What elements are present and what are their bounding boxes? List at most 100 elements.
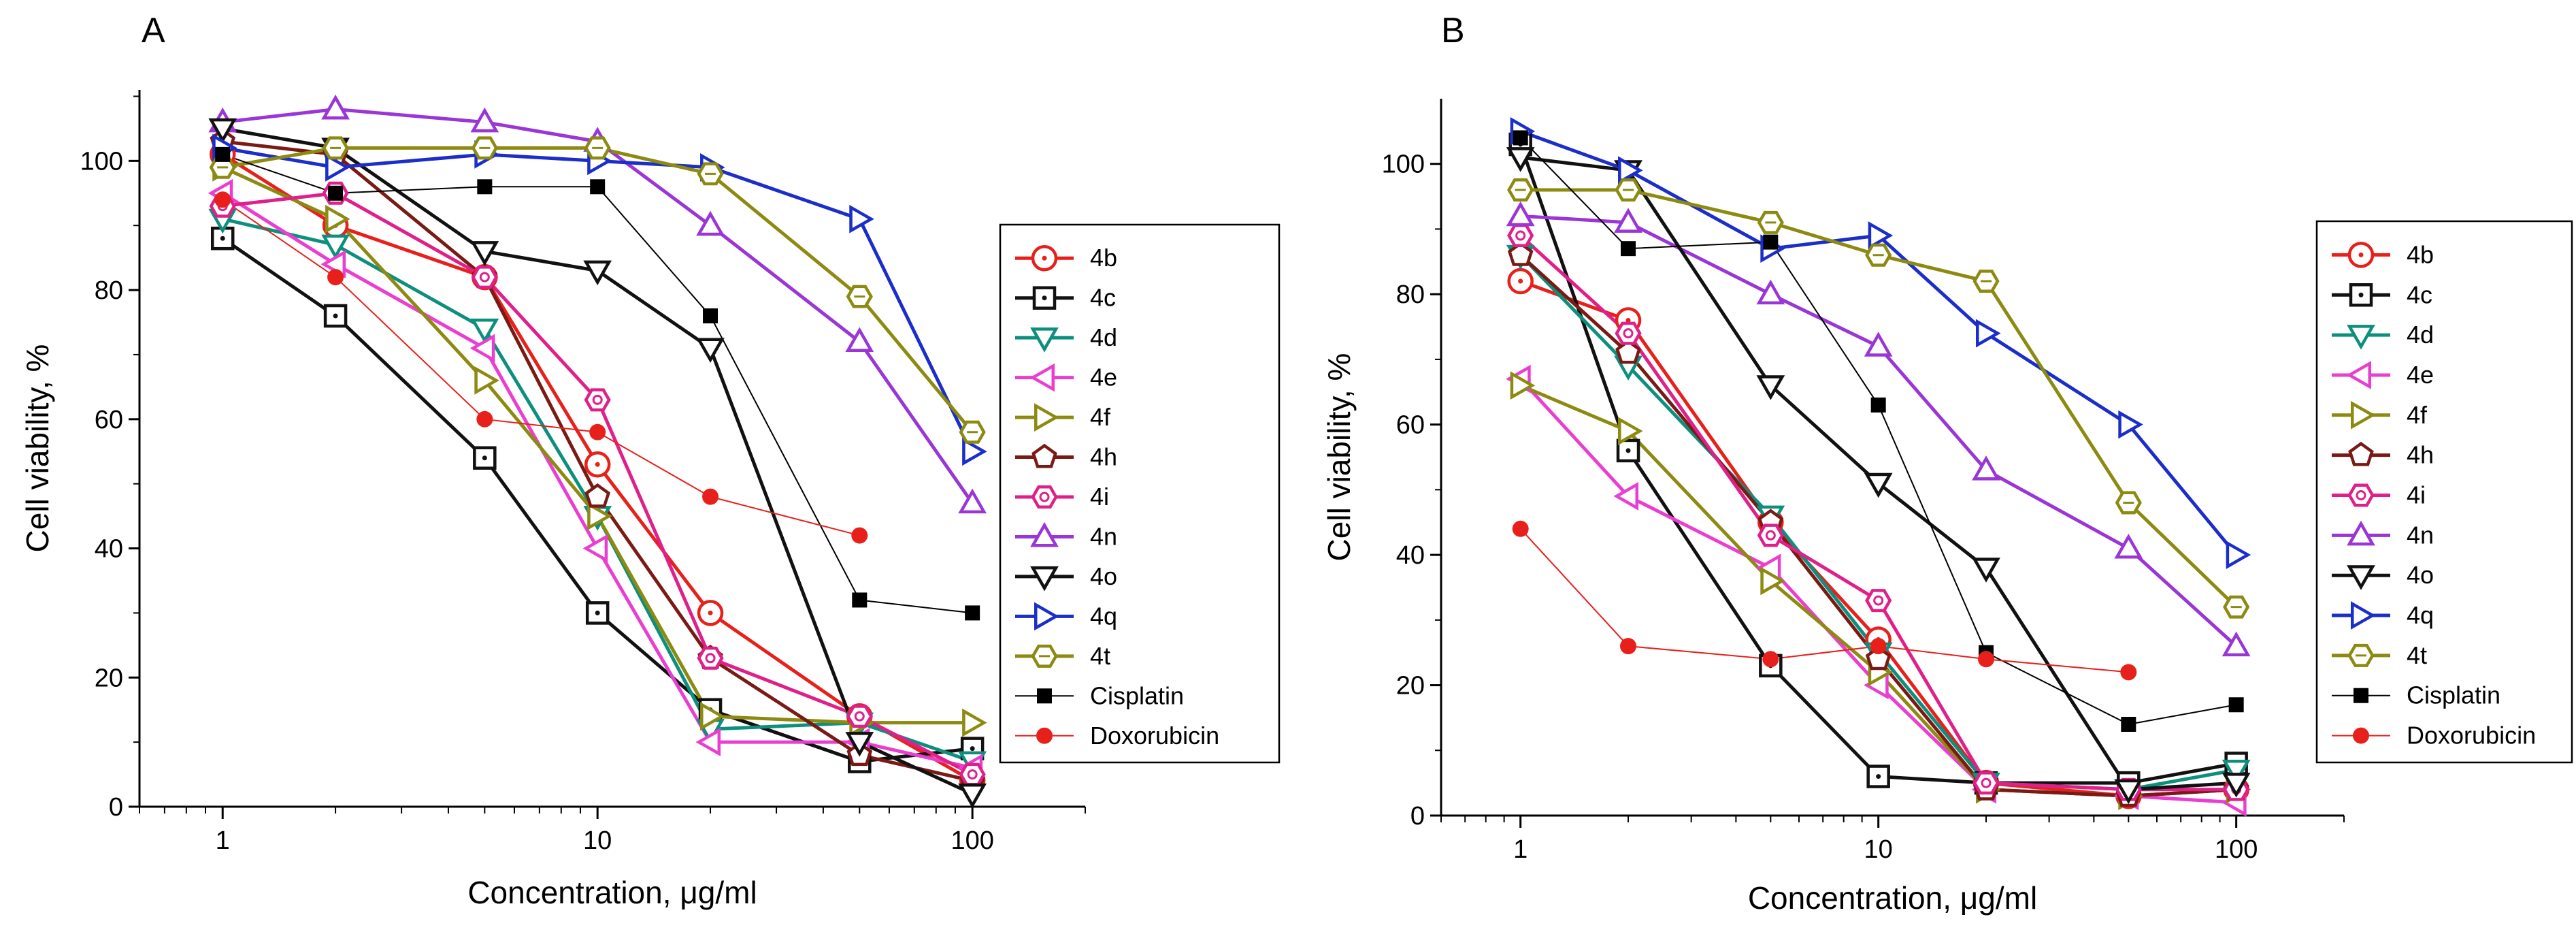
panel-b-point-doxorubicin bbox=[2120, 664, 2137, 681]
panel-a-legend-item-4n: 4n bbox=[1015, 521, 1117, 550]
panel-a-point-4i bbox=[584, 388, 611, 412]
panel-a-point-cisplatin bbox=[590, 179, 606, 195]
panel-a-legend-item-4d: 4d bbox=[1015, 323, 1117, 353]
panel-a-legend-item-4f: 4f bbox=[1015, 403, 1111, 432]
panel-a-legend-label-4d: 4d bbox=[1090, 323, 1117, 351]
panel-b-point-doxorubicin bbox=[1512, 520, 1529, 537]
panel-b-legend-item-4c: 4c bbox=[2332, 280, 2432, 308]
panel-b-ytick-label: 80 bbox=[1396, 280, 1425, 309]
panel-a-legend-item-4q: 4q bbox=[1015, 602, 1117, 631]
panel-b-point-4h bbox=[1865, 645, 1892, 671]
panel-a-point-4c bbox=[585, 601, 610, 625]
panel-a-legend-label-4h: 4h bbox=[1090, 443, 1117, 471]
panel-a-legend-item-cisplatin: Cisplatin bbox=[1015, 681, 1184, 709]
panel-b-legend-item-4e: 4e bbox=[2332, 361, 2434, 389]
panel-a-point-4f bbox=[474, 366, 499, 395]
panel-a-point-doxorubicin bbox=[851, 527, 868, 544]
panel-a-point-cisplatin bbox=[852, 592, 868, 608]
panel-a-legend-item-4i: 4i bbox=[1015, 483, 1109, 511]
panel-b-series-doxorubicin-line bbox=[1519, 528, 2129, 673]
panel-b-legend-item-doxorubicin: Doxorubicin bbox=[2332, 722, 2536, 750]
panel-a-legend-item-4e: 4e bbox=[1015, 363, 1117, 392]
panel-a-plot: 0 20 40 60 80 100 1 10 100 Concentration, μg/ml Ce… bbox=[20, 90, 1086, 910]
panel-b-point-4f bbox=[1510, 371, 1536, 400]
panel-b-point-4f bbox=[1760, 566, 1785, 596]
panel-a-legend-label-doxorubicin: Doxorubicin bbox=[1090, 722, 1219, 750]
panel-a-point-4t bbox=[209, 155, 236, 179]
panel-b-legend-marker-4e bbox=[2346, 361, 2371, 389]
panel-b-point-4n bbox=[1864, 332, 1893, 357]
panel-a-ytick-label: 20 bbox=[95, 664, 123, 692]
panel-a-series-cisplatin-points bbox=[215, 146, 980, 621]
panel-a-point-4n bbox=[321, 94, 350, 120]
panel-b-point-4o bbox=[1756, 375, 1785, 400]
panel-b-point-4i bbox=[1972, 771, 2000, 795]
panel-b-ytick-label: 0 bbox=[1410, 802, 1425, 831]
panel-b-point-4i bbox=[1615, 321, 1642, 345]
panel-a-legend-marker-4i bbox=[1031, 485, 1058, 509]
panel-b-legend: 4b 4c 4d 4e 4f 4h 4i 4n 4o 4q 4t Cisplatin Doxorubic… bbox=[2315, 220, 2573, 764]
panel-b-point-doxorubicin bbox=[1978, 651, 1995, 668]
panel-a-point-cisplatin bbox=[703, 308, 719, 324]
panel-b-point-4o bbox=[2114, 779, 2143, 805]
panel-a-series-4t-points bbox=[209, 136, 986, 444]
panel-b-point-4c bbox=[1866, 764, 1890, 788]
panel-b-xtick-label: 10 bbox=[1864, 835, 1893, 864]
panel-a-point-4t bbox=[584, 136, 611, 160]
panel-a-point-4t bbox=[959, 420, 986, 444]
panel-b-point-4c bbox=[1616, 438, 1640, 463]
panel-b-legend-label-4i: 4i bbox=[2407, 481, 2426, 509]
panel-b-legend-item-4o: 4o bbox=[2332, 561, 2434, 590]
panel-a-point-4h bbox=[584, 483, 611, 508]
panel-b-point-cisplatin bbox=[2121, 716, 2136, 732]
panel-a-legend-marker-4q bbox=[1034, 602, 1059, 631]
panel-a-legend-marker-4e bbox=[1029, 363, 1055, 392]
panel-b-legend-marker-4d bbox=[2347, 325, 2375, 350]
panel-a-legend-item-4o: 4o bbox=[1015, 562, 1117, 592]
panel-b-legend-marker-doxorubicin bbox=[2353, 727, 2369, 744]
panel-a-legend-label-4o: 4o bbox=[1090, 562, 1117, 590]
panel-b-legend-label-cisplatin: Cisplatin bbox=[2407, 681, 2500, 709]
panel-b-legend-label-4n: 4n bbox=[2407, 521, 2434, 549]
panel-b-series-4n-points bbox=[1506, 201, 2251, 657]
panel-a-point-4o bbox=[208, 118, 237, 144]
panel-b-point-4q bbox=[1976, 319, 2001, 348]
panel-a-legend-item-4t: 4t bbox=[1015, 642, 1110, 670]
panel-a-point-4i bbox=[959, 762, 986, 786]
panel-a-point-4e bbox=[582, 534, 608, 563]
panel-b-legend-label-4e: 4e bbox=[2407, 361, 2434, 389]
panel-b-point-4f bbox=[1618, 417, 1643, 446]
panel-a-point-doxorubicin bbox=[702, 488, 719, 505]
panel-b-legend-item-4b: 4b bbox=[2332, 240, 2434, 268]
panel-b-xtick-label: 1 bbox=[1513, 835, 1528, 864]
panel-a-point-4t bbox=[471, 136, 498, 160]
panel-a-ytick-label: 60 bbox=[95, 406, 123, 434]
panel-b-point-4q bbox=[1618, 156, 1643, 185]
panel-b-point-4d bbox=[2222, 759, 2251, 785]
panel-b-legend-label-4t: 4t bbox=[2407, 641, 2427, 669]
panel-a-y-axis-title: Cell viability, % bbox=[20, 344, 55, 553]
panel-a-point-4t bbox=[322, 136, 349, 160]
panel-a-legend-label-4n: 4n bbox=[1090, 522, 1117, 550]
panel-b-legend-marker-4f bbox=[2351, 400, 2376, 430]
panel-a-legend-marker-4o bbox=[1030, 566, 1059, 592]
panel-b-legend-item-4i: 4i bbox=[2332, 481, 2426, 509]
panel-b-point-4o bbox=[1864, 472, 1893, 498]
panel-a-legend-label-4f: 4f bbox=[1090, 403, 1111, 431]
panel-b-point-4q bbox=[2226, 541, 2251, 569]
panel-a-point-4d bbox=[470, 319, 499, 344]
panel-b-point-4n bbox=[1614, 208, 1642, 233]
panel-a-legend-item-4c: 4c bbox=[1015, 284, 1116, 312]
panel-a-point-cisplatin bbox=[328, 185, 344, 201]
panel-b-point-4t bbox=[1865, 243, 1892, 267]
panel-a-series-doxorubicin-points bbox=[214, 191, 868, 544]
panel-b-legend-item-4q: 4q bbox=[2332, 601, 2434, 630]
panel-b-point-4i bbox=[1507, 224, 1534, 247]
panel-b-plot: 0 20 40 60 80 100 1 10 100 Concentration, μg/ml Ce… bbox=[1321, 99, 2345, 916]
panel-b-point-4q bbox=[2118, 410, 2143, 439]
panel-a-legend-marker-4h bbox=[1031, 443, 1057, 468]
panel-a-point-4f bbox=[700, 702, 725, 731]
panel-a-point-4q bbox=[849, 204, 874, 234]
panel-b-ytick-label: 20 bbox=[1396, 672, 1425, 700]
panel-b-ytick-label: 60 bbox=[1396, 411, 1425, 440]
